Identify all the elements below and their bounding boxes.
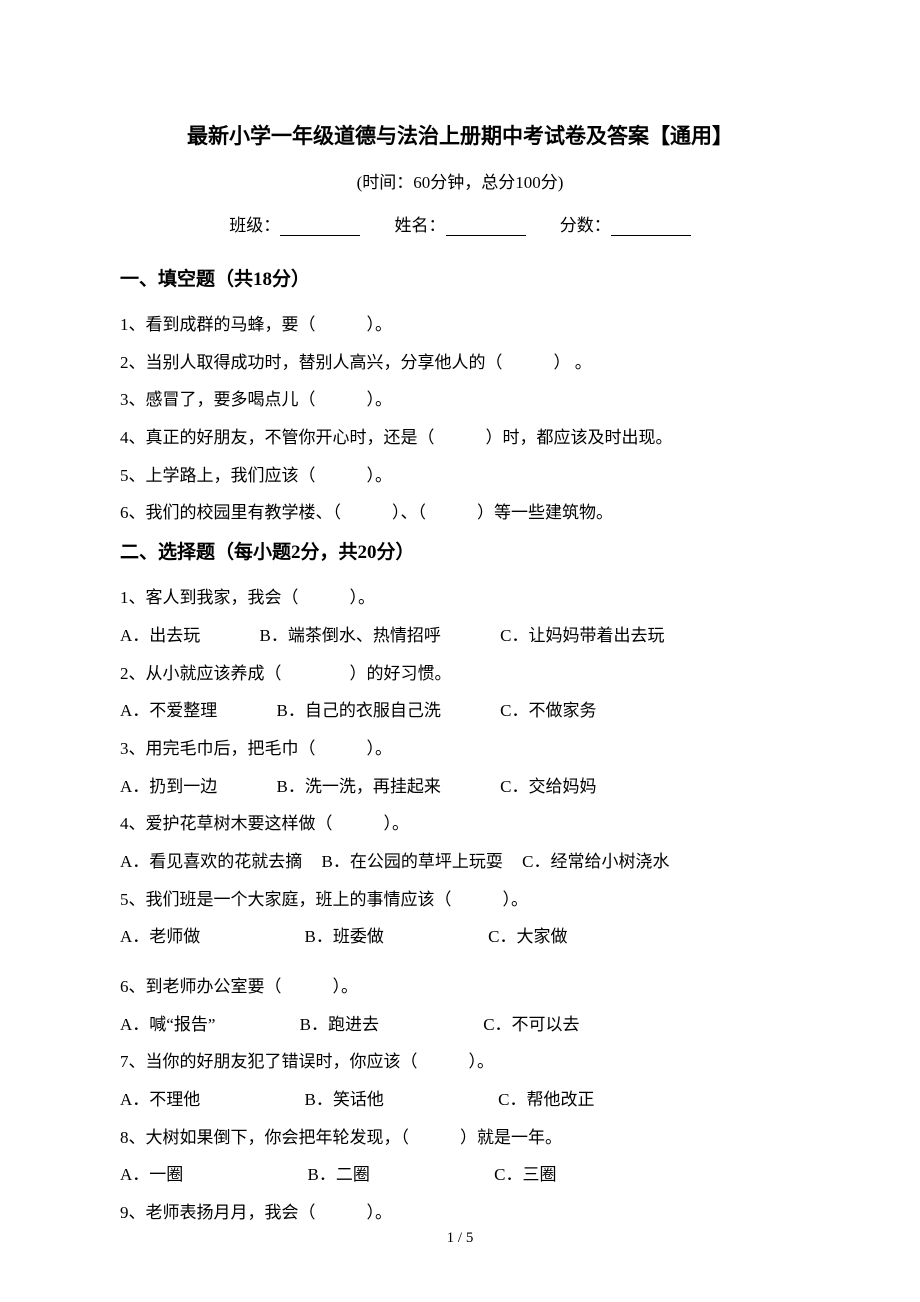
exam-subtitle: (时间：60分钟，总分100分) bbox=[120, 168, 800, 193]
option-3b: B．洗一洗，再挂起来 bbox=[277, 769, 441, 805]
section1-header: 一、填空题（共18分） bbox=[120, 264, 800, 291]
option-8c: C．三圈 bbox=[494, 1157, 556, 1193]
option-4a: A．看见喜欢的花就去摘 bbox=[120, 844, 302, 880]
choice-question-9: 9、老师表扬月月，我会（ ）。 bbox=[120, 1195, 800, 1231]
fill-question-4: 4、真正的好朋友，不管你开心时，还是（ ）时，都应该及时出现。 bbox=[120, 420, 800, 456]
page-number: 1 / 5 bbox=[0, 1230, 920, 1247]
choice-options-4: A．看见喜欢的花就去摘 B．在公园的草坪上玩耍 C．经常给小树浇水 bbox=[120, 844, 800, 880]
option-6a: A．喊“报告” bbox=[120, 1007, 215, 1043]
option-1a: A．出去玩 bbox=[120, 618, 200, 654]
fill-question-3: 3、感冒了，要多喝点儿（ ）。 bbox=[120, 382, 800, 418]
option-5a: A．老师做 bbox=[120, 919, 200, 955]
option-2b: B．自己的衣服自己洗 bbox=[277, 693, 441, 729]
name-blank[interactable] bbox=[446, 235, 526, 236]
option-1b: B．端茶倒水、热情招呼 bbox=[260, 618, 441, 654]
choice-question-5: 5、我们班是一个大家庭，班上的事情应该（ ）。 bbox=[120, 882, 800, 918]
fill-question-5: 5、上学路上，我们应该（ ）。 bbox=[120, 458, 800, 494]
option-8a: A．一圈 bbox=[120, 1157, 183, 1193]
option-1c: C．让妈妈带着出去玩 bbox=[500, 618, 664, 654]
choice-question-7: 7、当你的好朋友犯了错误时，你应该（ ）。 bbox=[120, 1044, 800, 1080]
fill-question-2: 2、当别人取得成功时，替别人高兴，分享他人的（ ） 。 bbox=[120, 345, 800, 381]
option-4b: B．在公园的草坪上玩耍 bbox=[322, 844, 503, 880]
option-7a: A．不理他 bbox=[120, 1082, 200, 1118]
option-7b: B．笑话他 bbox=[305, 1082, 384, 1118]
option-8b: B．二圈 bbox=[308, 1157, 370, 1193]
option-4c: C．经常给小树浇水 bbox=[522, 844, 669, 880]
option-5c: C．大家做 bbox=[488, 919, 567, 955]
choice-options-6: A．喊“报告” B．跑进去 C．不可以去 bbox=[120, 1007, 800, 1043]
choice-options-8: A．一圈 B．二圈 C．三圈 bbox=[120, 1157, 800, 1193]
choice-question-4: 4、爱护花草树木要这样做（ ）。 bbox=[120, 806, 800, 842]
option-7c: C．帮他改正 bbox=[498, 1082, 594, 1118]
choice-options-1: A．出去玩 B．端茶倒水、热情招呼 C．让妈妈带着出去玩 bbox=[120, 618, 800, 654]
choice-question-1: 1、客人到我家，我会（ ）。 bbox=[120, 580, 800, 616]
choice-question-8: 8、大树如果倒下，你会把年轮发现，（ ）就是一年。 bbox=[120, 1120, 800, 1156]
exam-title: 最新小学一年级道德与法治上册期中考试卷及答案【通用】 bbox=[120, 120, 800, 150]
choice-question-3: 3、用完毛巾后，把毛巾（ ）。 bbox=[120, 731, 800, 767]
option-5b: B．班委做 bbox=[305, 919, 384, 955]
choice-options-7: A．不理他 B．笑话他 C．帮他改正 bbox=[120, 1082, 800, 1118]
choice-options-3: A．扔到一边 B．洗一洗，再挂起来 C．交给妈妈 bbox=[120, 769, 800, 805]
score-label: 分数： bbox=[560, 211, 611, 236]
option-2a: A．不爱整理 bbox=[120, 693, 217, 729]
class-label: 班级： bbox=[229, 211, 280, 236]
name-label: 姓名： bbox=[395, 211, 446, 236]
choice-question-2: 2、从小就应该养成（ ）的好习惯。 bbox=[120, 656, 800, 692]
option-2c: C．不做家务 bbox=[500, 693, 596, 729]
choice-options-5: A．老师做 B．班委做 C．大家做 bbox=[120, 919, 800, 955]
option-6c: C．不可以去 bbox=[483, 1007, 579, 1043]
section2-header: 二、选择题（每小题2分，共20分） bbox=[120, 537, 800, 564]
class-blank[interactable] bbox=[280, 235, 360, 236]
choice-options-2: A．不爱整理 B．自己的衣服自己洗 C．不做家务 bbox=[120, 693, 800, 729]
fill-question-1: 1、看到成群的马蜂，要（ ）。 bbox=[120, 307, 800, 343]
student-info-line: 班级： 姓名： 分数： bbox=[120, 211, 800, 236]
option-3a: A．扔到一边 bbox=[120, 769, 217, 805]
score-blank[interactable] bbox=[611, 235, 691, 236]
option-6b: B．跑进去 bbox=[300, 1007, 379, 1043]
fill-question-6: 6、我们的校园里有教学楼、（ ）、（ ）等一些建筑物。 bbox=[120, 495, 800, 531]
choice-question-6: 6、到老师办公室要（ ）。 bbox=[120, 969, 800, 1005]
option-3c: C．交给妈妈 bbox=[500, 769, 596, 805]
